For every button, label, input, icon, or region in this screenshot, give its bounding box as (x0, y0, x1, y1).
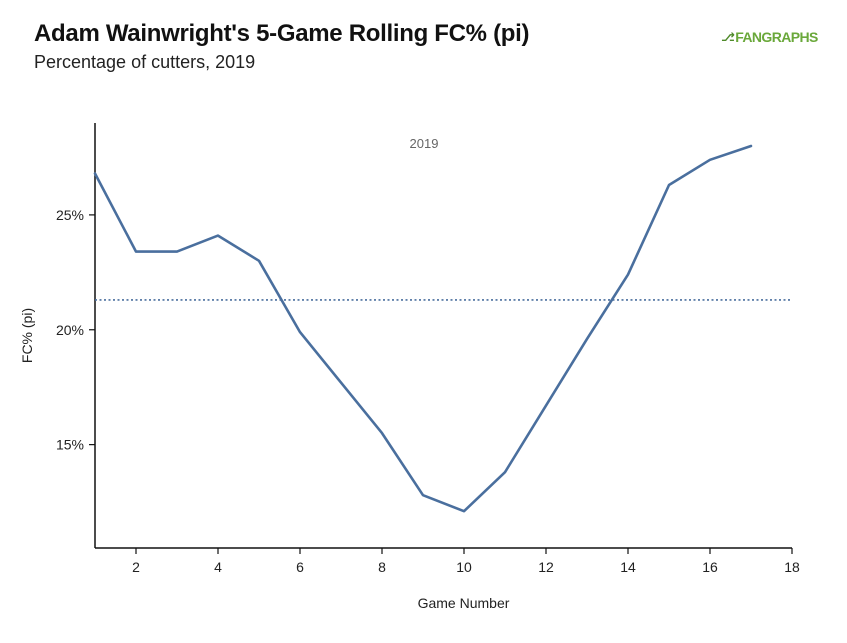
chart-subtitle: Percentage of cutters, 2019 (34, 52, 256, 72)
x-tick-label: 14 (620, 559, 636, 575)
fangraphs-logo: ⎇ FANGRAPHS (721, 29, 818, 45)
x-tick-label: 16 (702, 559, 718, 575)
series-group (93, 144, 753, 513)
y-tick-label: 20% (56, 322, 84, 338)
logo-figure-icon: ⎇ (721, 30, 735, 44)
y-tick-label: 15% (56, 437, 84, 453)
x-tick-label: 8 (378, 559, 386, 575)
logo-text: FANGRAPHS (735, 29, 818, 45)
x-tick-label: 12 (538, 559, 554, 575)
x-tick-label: 18 (784, 559, 800, 575)
x-tick-label: 6 (296, 559, 304, 575)
y-tick-label: 25% (56, 207, 84, 223)
series-line (93, 144, 753, 513)
x-tick-label: 4 (214, 559, 222, 575)
x-tick-label: 10 (456, 559, 472, 575)
labels-group: 2 4 6 8 10 12 14 16 18 15% 20% 25% Game Number FC% (p… (19, 136, 800, 611)
axes (89, 123, 793, 554)
x-axis-title: Game Number (418, 595, 510, 611)
series-annotation: 2019 (410, 136, 439, 151)
chart-title: Adam Wainwright's 5-Game Rolling FC% (pi… (34, 20, 530, 47)
y-axis-title: FC% (pi) (19, 308, 35, 363)
x-tick-label: 2 (132, 559, 140, 575)
